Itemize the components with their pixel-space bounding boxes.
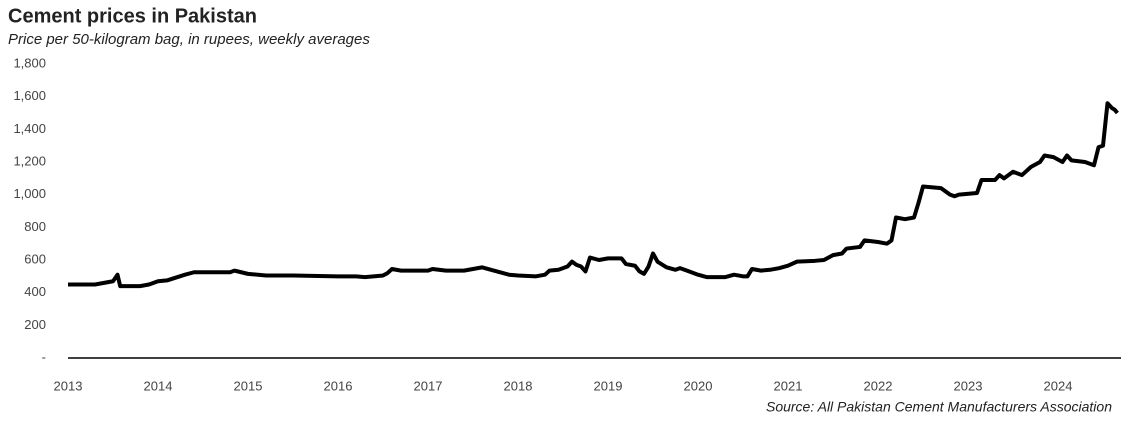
chart-subtitle: Price per 50-kilogram bag, in rupees, we… [8,31,370,48]
price-line [68,101,1119,289]
x-tick-label: 2016 [324,378,353,393]
x-tick-label: 2014 [144,378,173,393]
chart-title: Cement prices in Pakistan [8,5,257,27]
x-tick-label: 2022 [864,378,893,393]
y-tick-label: - [42,349,46,364]
x-tick-label: 2015 [234,378,263,393]
y-tick-label: 1,800 [13,55,46,70]
x-tick-label: 2023 [954,378,983,393]
y-tick-label: 1,000 [13,186,46,201]
y-tick-label: 1,600 [13,88,46,103]
x-tick-label: 2013 [54,378,83,393]
source-note: Source: All Pakistan Cement Manufacturer… [766,399,1112,415]
x-tick-label: 2021 [774,378,803,393]
y-tick-label: 800 [24,219,46,234]
x-tick-label: 2024 [1044,378,1073,393]
x-tick-label: 2017 [414,378,443,393]
x-tick-label: 2020 [684,378,713,393]
y-tick-label: 200 [24,317,46,332]
x-tick-label: 2019 [594,378,623,393]
y-tick-label: 600 [24,251,46,266]
y-tick-label: 1,200 [13,153,46,168]
x-tick-label: 2018 [504,378,533,393]
y-tick-label: 1,400 [13,121,46,136]
y-tick-label: 400 [24,284,46,299]
